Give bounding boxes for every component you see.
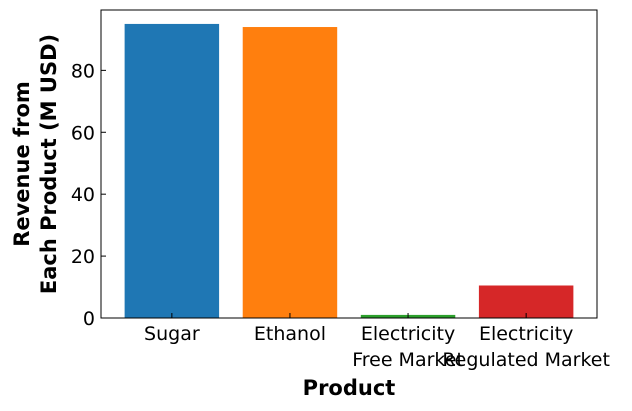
y-tick-label: 80 [71,60,95,82]
bars-group [124,23,574,319]
x-tick-label: Ethanol [254,323,326,345]
bar-0 [124,23,220,318]
x-tick-label: Electricity Regulated Market [442,323,610,371]
bar-1 [242,27,338,319]
y-tick-label: 60 [71,122,95,144]
plot-frame [100,9,598,319]
y-axis-ticks: 0 20 40 60 80 [71,60,106,330]
x-axis-title: Product [303,376,396,400]
y-tick-label: 40 [71,184,95,206]
y-tick-label: 20 [71,246,95,268]
x-tick-label: Electricity Free Market [352,323,464,371]
x-tick-label: Sugar [144,323,200,345]
x-axis-ticks: Sugar Ethanol Electricity Free MarketElectr… [144,313,610,371]
bar-3 [478,285,574,318]
y-tick-label: 0 [83,308,95,330]
y-axis-title: Revenue from Each Product (M USD) [10,34,61,294]
